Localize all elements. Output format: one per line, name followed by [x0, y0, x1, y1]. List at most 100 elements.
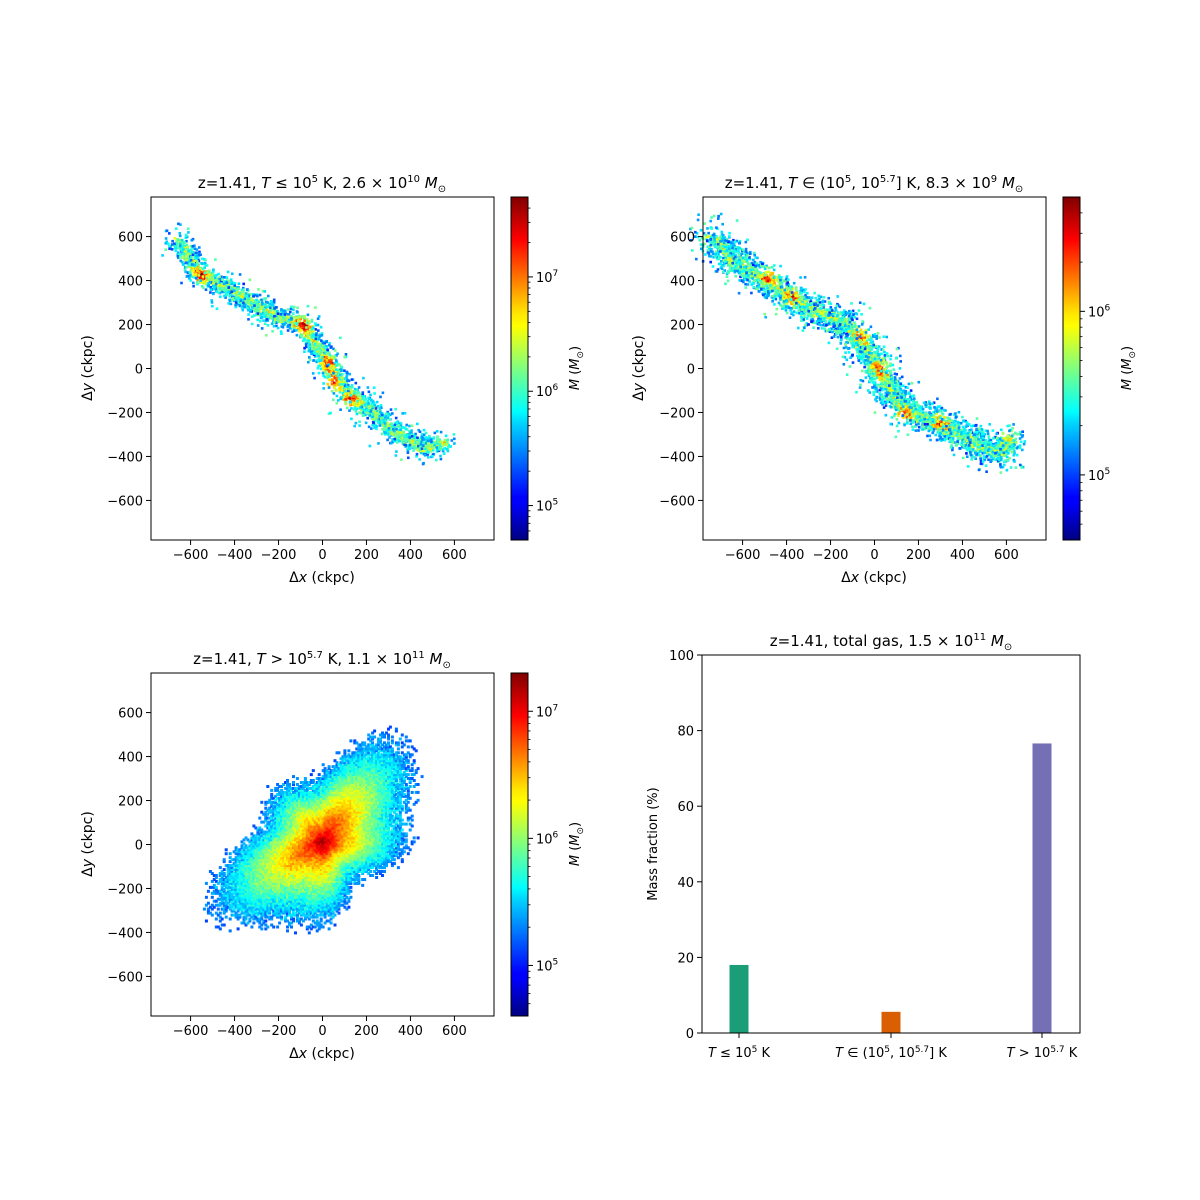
mass-pixel: [769, 285, 772, 289]
mass-pixel: [726, 255, 730, 259]
mass-pixel: [700, 247, 703, 251]
mass-pixel: [320, 333, 324, 337]
mass-pixel: [325, 356, 328, 359]
mass-pixel: [313, 350, 316, 354]
colorbar-tick-label: 105: [536, 498, 558, 515]
mass-pixel: [258, 299, 262, 302]
mass-pixel: [379, 404, 383, 407]
mass-pixel: [350, 390, 354, 394]
mass-pixel: [383, 429, 386, 432]
mass-pixel: [323, 341, 326, 345]
mass-pixel: [182, 252, 186, 255]
mass-pixel: [375, 427, 378, 431]
mass-pixel: [384, 425, 387, 428]
mass-pixel: [187, 252, 191, 256]
mass-pixel: [264, 310, 268, 314]
mass-pixel: [230, 298, 233, 302]
mass-pixel: [386, 438, 389, 442]
mass-pixel: [727, 258, 730, 261]
mass-pixel: [736, 264, 739, 267]
mass-pixel: [264, 304, 268, 307]
mass-pixel: [429, 438, 433, 441]
mass-pixel: [340, 368, 343, 371]
mass-pixel: [321, 361, 325, 365]
mass-pixel: [253, 314, 256, 317]
mass-pixel: [438, 438, 441, 441]
mass-pixel: [443, 443, 447, 446]
mass-pixel: [214, 282, 218, 286]
mass-pixel: [272, 300, 276, 303]
mass-pixel: [257, 304, 260, 307]
mass-pixel: [364, 421, 368, 425]
mass-pixel: [781, 307, 784, 310]
mass-pixel: [167, 242, 170, 245]
mass-pixel: [292, 316, 296, 319]
mass-pixel: [304, 332, 307, 335]
mass-pixel: [264, 306, 267, 309]
mass-pixel: [346, 395, 349, 398]
mass-pixel: [742, 260, 746, 263]
mass-pixel: [322, 353, 326, 356]
mass-pixel: [765, 282, 768, 286]
mass-pixel: [453, 437, 456, 441]
mass-pixel: [333, 361, 336, 365]
mass-pixel: [403, 411, 407, 415]
mass-pixel: [314, 333, 318, 337]
mass-pixel: [295, 310, 299, 313]
mass-pixel: [319, 359, 323, 362]
mass-pixel: [714, 253, 717, 256]
mass-pixel: [275, 317, 279, 320]
mass-pixel: [770, 266, 774, 269]
mass-pixel: [345, 385, 349, 389]
mass-pixel: [306, 304, 310, 308]
mass-pixel: [210, 299, 213, 302]
panel-warm-gas: z=1.41, T ∈ (105, 105.7] K, 8.3 × 109 M⊙…: [631, 174, 1138, 586]
mass-pixel: [783, 304, 786, 307]
mass-pixel: [239, 299, 243, 303]
mass-pixel: [347, 389, 350, 393]
mass-pixel: [740, 270, 744, 273]
mass-pixel: [358, 424, 361, 427]
mass-pixel: [714, 250, 718, 253]
mass-pixel: [225, 276, 229, 280]
mass-pixel: [168, 244, 171, 248]
y-tick-label: −200: [107, 406, 143, 421]
mass-pixel: [422, 449, 425, 453]
mass-pixel: [786, 281, 789, 284]
x-tick-label: 400: [398, 548, 423, 563]
mass-pixel: [290, 305, 293, 309]
mass-pixel: [313, 344, 316, 348]
mass-pixel: [344, 353, 348, 356]
mass-pixel: [315, 332, 318, 336]
mass-pixel: [343, 384, 347, 387]
mass-pixel: [363, 403, 367, 407]
mass-pixel: [290, 317, 293, 320]
mass-pixel: [784, 278, 788, 282]
mass-pixel: [782, 294, 786, 297]
mass-pixel: [734, 255, 737, 259]
mass-pixel: [728, 262, 732, 266]
mass-pixel: [273, 315, 276, 318]
mass-pixel: [189, 256, 193, 259]
mass-pixel: [407, 456, 410, 460]
mass-pixel: [774, 278, 778, 281]
mass-pixel: [400, 458, 403, 461]
mass-pixel: [765, 266, 768, 269]
mass-pixel: [313, 343, 317, 346]
mass-pixel: [736, 258, 740, 262]
mass-pixel: [428, 434, 431, 438]
mass-pixel: [369, 393, 372, 397]
mass-pixel: [258, 310, 262, 314]
mass-pixel: [729, 255, 732, 259]
mass-pixel: [192, 269, 195, 273]
mass-pixel: [710, 247, 713, 251]
mass-pixel: [354, 381, 358, 385]
mass-pixel: [209, 291, 212, 294]
mass-pixel: [754, 267, 757, 271]
mass-pixel: [332, 363, 335, 367]
mass-pixel: [370, 398, 373, 402]
mass-pixel: [395, 422, 399, 426]
mass-pixel: [305, 320, 309, 324]
colorbar-tick: 105: [528, 498, 558, 515]
mass-pixel: [728, 269, 732, 272]
